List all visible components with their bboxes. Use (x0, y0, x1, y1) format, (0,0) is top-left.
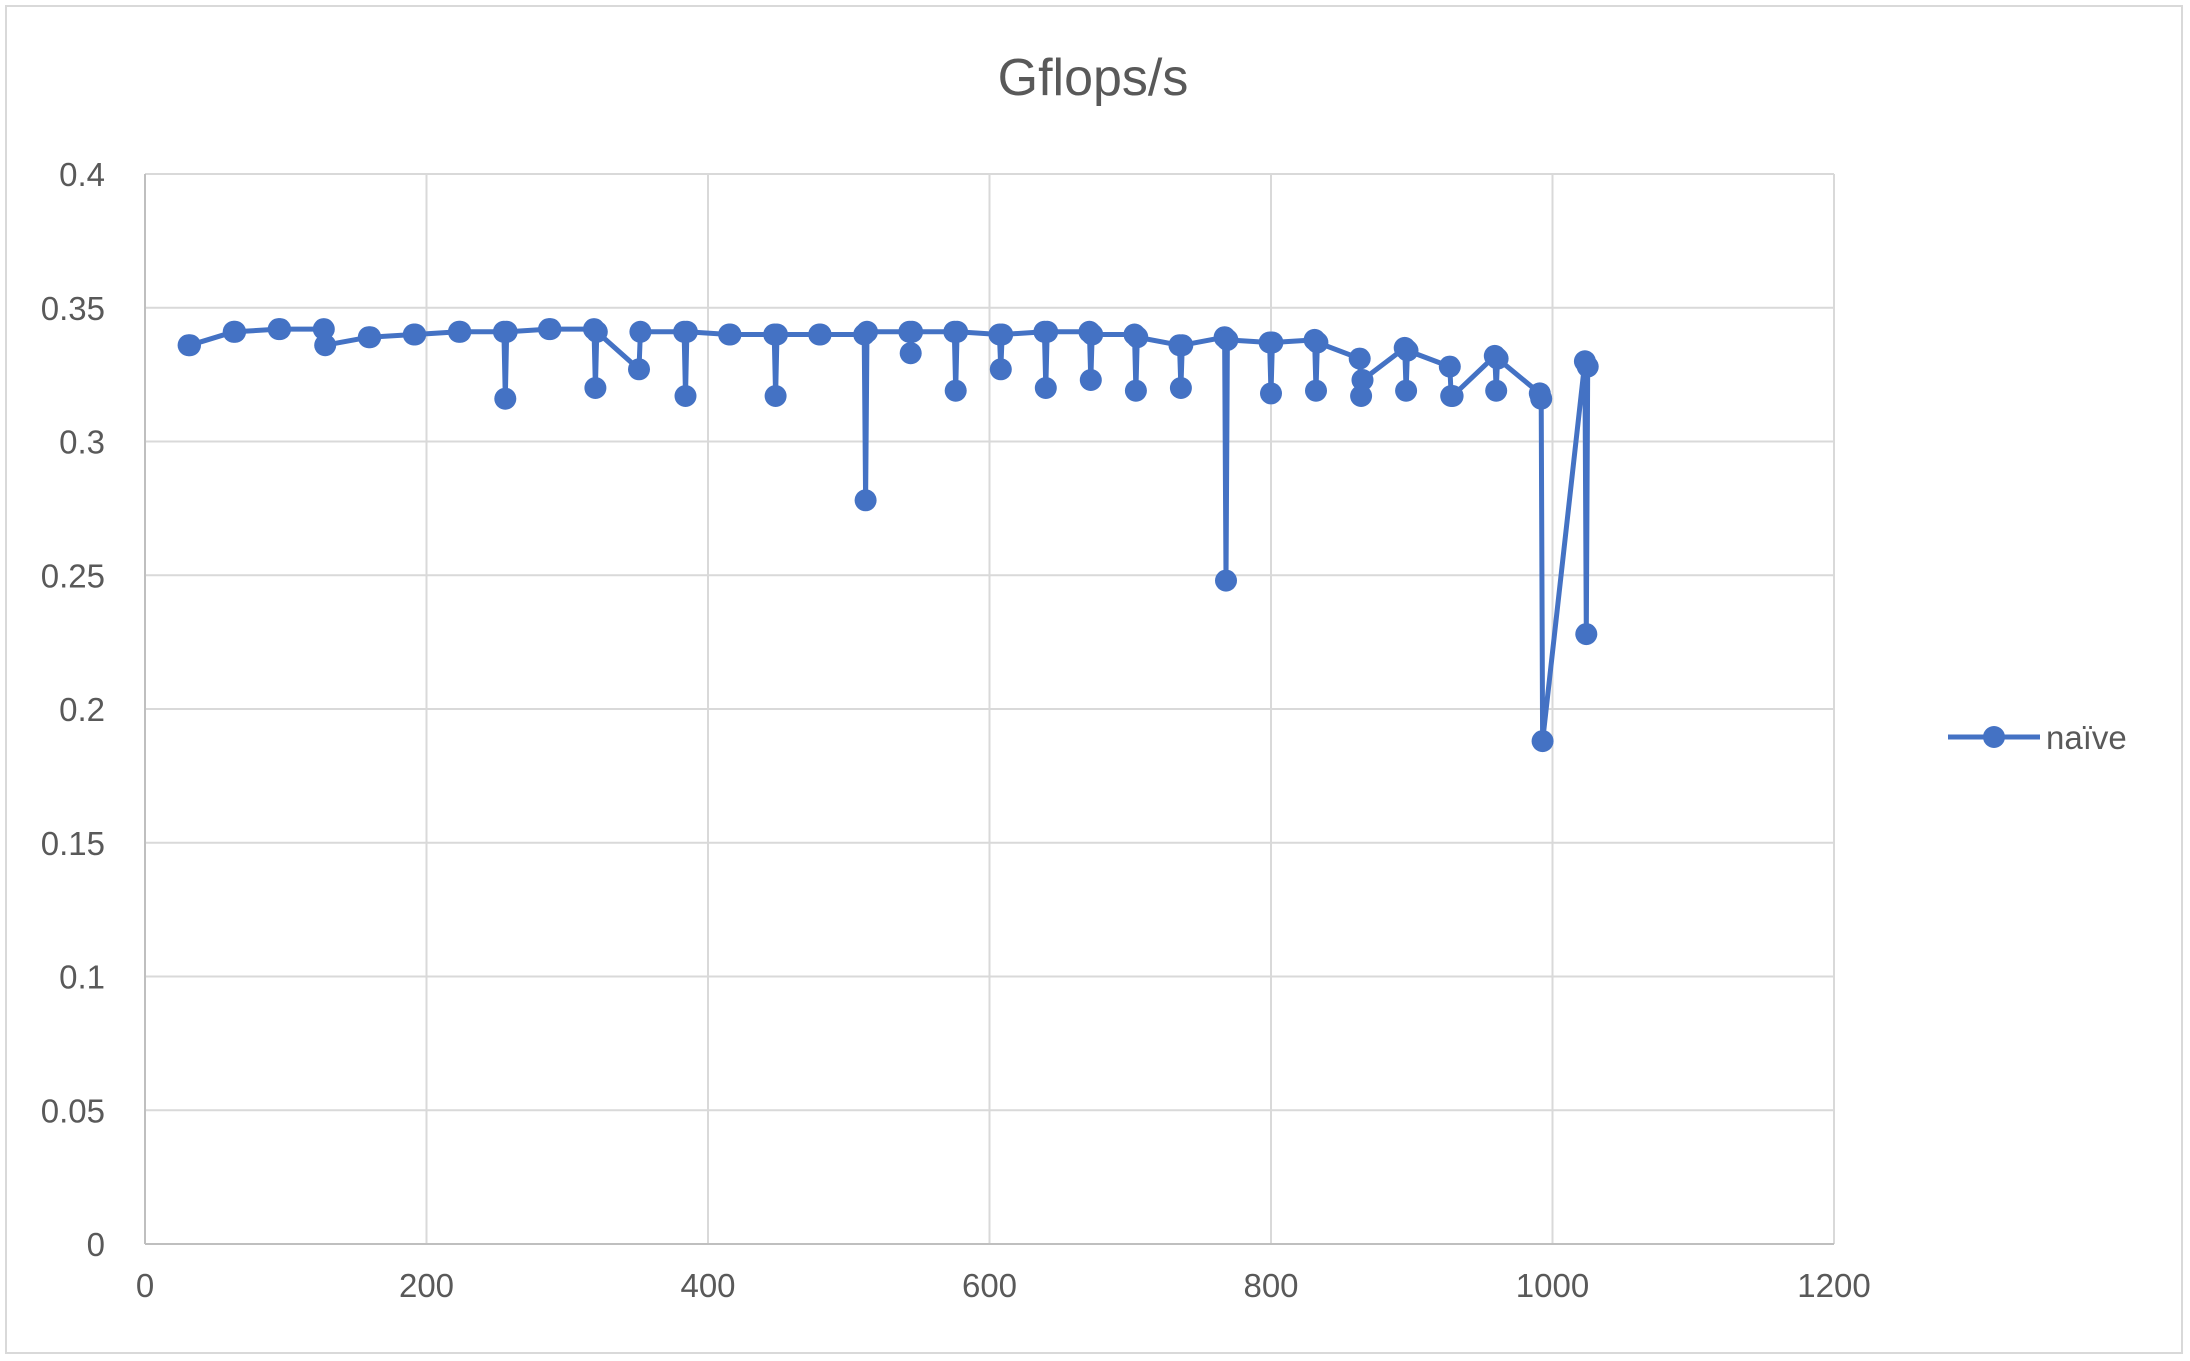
legend-label: naïve (2046, 719, 2127, 756)
x-tick-label: 800 (1243, 1267, 1298, 1304)
data-point[interactable] (944, 379, 967, 402)
data-point[interactable] (1261, 331, 1284, 354)
chart-frame (5, 5, 2183, 1354)
data-point[interactable] (854, 489, 877, 512)
chart-title: Gflops/s (998, 49, 1189, 107)
data-point[interactable] (899, 342, 922, 365)
data-point[interactable] (494, 387, 517, 410)
x-tick-label: 600 (962, 1267, 1017, 1304)
data-point[interactable] (901, 320, 924, 343)
y-tick-label: 0 (87, 1226, 105, 1263)
data-point[interactable] (1215, 569, 1237, 592)
legend-marker (1983, 726, 2005, 748)
y-tick-label: 0.2 (59, 691, 105, 728)
data-point[interactable] (628, 358, 650, 381)
y-tick-label: 0.35 (41, 290, 105, 327)
data-point[interactable] (629, 320, 652, 343)
data-point[interactable] (1485, 379, 1508, 402)
data-point[interactable] (1126, 326, 1149, 349)
y-tick-label: 0.1 (59, 959, 105, 996)
data-point[interactable] (179, 334, 201, 357)
data-point[interactable] (1395, 379, 1418, 402)
data-point[interactable] (1260, 382, 1282, 405)
data-point[interactable] (1216, 328, 1239, 351)
data-point[interactable] (312, 318, 335, 341)
legend[interactable]: naïve (1948, 719, 2127, 756)
axes (144, 174, 1834, 1245)
data-point[interactable] (674, 385, 697, 407)
data-point[interactable] (1576, 355, 1599, 378)
y-tick-label: 0.25 (41, 557, 105, 594)
data-point[interactable] (495, 320, 518, 343)
data-point[interactable] (991, 323, 1014, 346)
data-point[interactable] (719, 323, 742, 346)
data-point[interactable] (1441, 385, 1464, 407)
x-tick-label: 400 (680, 1267, 735, 1304)
data-point[interactable] (766, 323, 788, 346)
data-point[interactable] (269, 318, 292, 341)
x-tick-label: 200 (399, 1267, 454, 1304)
data-point[interactable] (224, 320, 247, 343)
y-tick-label: 0.4 (59, 156, 105, 193)
data-point[interactable] (585, 320, 608, 343)
data-point[interactable] (1081, 323, 1104, 346)
data-point[interactable] (1171, 334, 1194, 357)
data-point[interactable] (809, 323, 832, 346)
data-point[interactable] (1305, 379, 1327, 402)
data-point[interactable] (764, 385, 787, 407)
data-point[interactable] (539, 318, 562, 341)
data-point[interactable] (1530, 387, 1553, 410)
data-point[interactable] (314, 334, 337, 357)
y-tick-label: 0.3 (59, 424, 105, 461)
y-axis-ticks: 0 0.05 0.1 0.15 0.2 0.25 0.3 0.35 0.4 (41, 156, 105, 1263)
x-tick-label: 0 (136, 1267, 154, 1304)
data-point[interactable] (1396, 339, 1419, 362)
series-naive (177, 318, 1599, 753)
x-axis-ticks: 0 200 400 600 800 1000 1200 (136, 1267, 1871, 1304)
data-point[interactable] (1350, 385, 1373, 407)
data-point[interactable] (1348, 347, 1371, 370)
y-tick-label: 0.05 (41, 1092, 105, 1129)
data-point[interactable] (1124, 379, 1147, 402)
data-point[interactable] (989, 358, 1012, 381)
data-point[interactable] (359, 326, 382, 349)
data-point[interactable] (946, 320, 969, 343)
series-line (187, 326, 1591, 744)
data-point[interactable] (1306, 331, 1329, 354)
data-point[interactable] (1351, 369, 1374, 391)
data-point[interactable] (449, 320, 472, 343)
data-point[interactable] (675, 320, 698, 343)
data-point[interactable] (584, 377, 607, 399)
x-tick-label: 1000 (1516, 1267, 1589, 1304)
gridlines (145, 173, 1835, 1244)
data-point[interactable] (1169, 377, 1192, 399)
y-tick-label: 0.15 (41, 825, 105, 862)
data-point[interactable] (1079, 369, 1102, 391)
data-point[interactable] (856, 320, 878, 343)
data-point[interactable] (1486, 347, 1509, 370)
data-point[interactable] (1531, 730, 1554, 753)
data-point[interactable] (1575, 623, 1598, 646)
data-point[interactable] (1438, 355, 1461, 378)
data-point[interactable] (1036, 320, 1059, 343)
data-point[interactable] (404, 323, 427, 346)
data-point[interactable] (1034, 377, 1057, 399)
x-tick-label: 1200 (1797, 1267, 1870, 1304)
